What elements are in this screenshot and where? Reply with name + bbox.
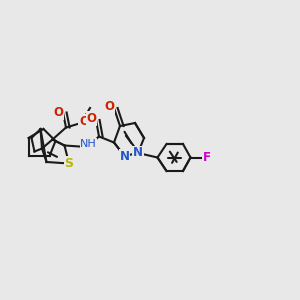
Text: S: S: [64, 157, 74, 170]
Text: N: N: [133, 146, 143, 160]
Text: O: O: [53, 106, 64, 119]
Text: N: N: [119, 149, 130, 163]
Text: NH: NH: [80, 139, 97, 149]
Text: O: O: [104, 100, 115, 113]
Text: O: O: [79, 115, 89, 128]
Text: O: O: [86, 112, 97, 125]
Text: F: F: [203, 151, 211, 164]
